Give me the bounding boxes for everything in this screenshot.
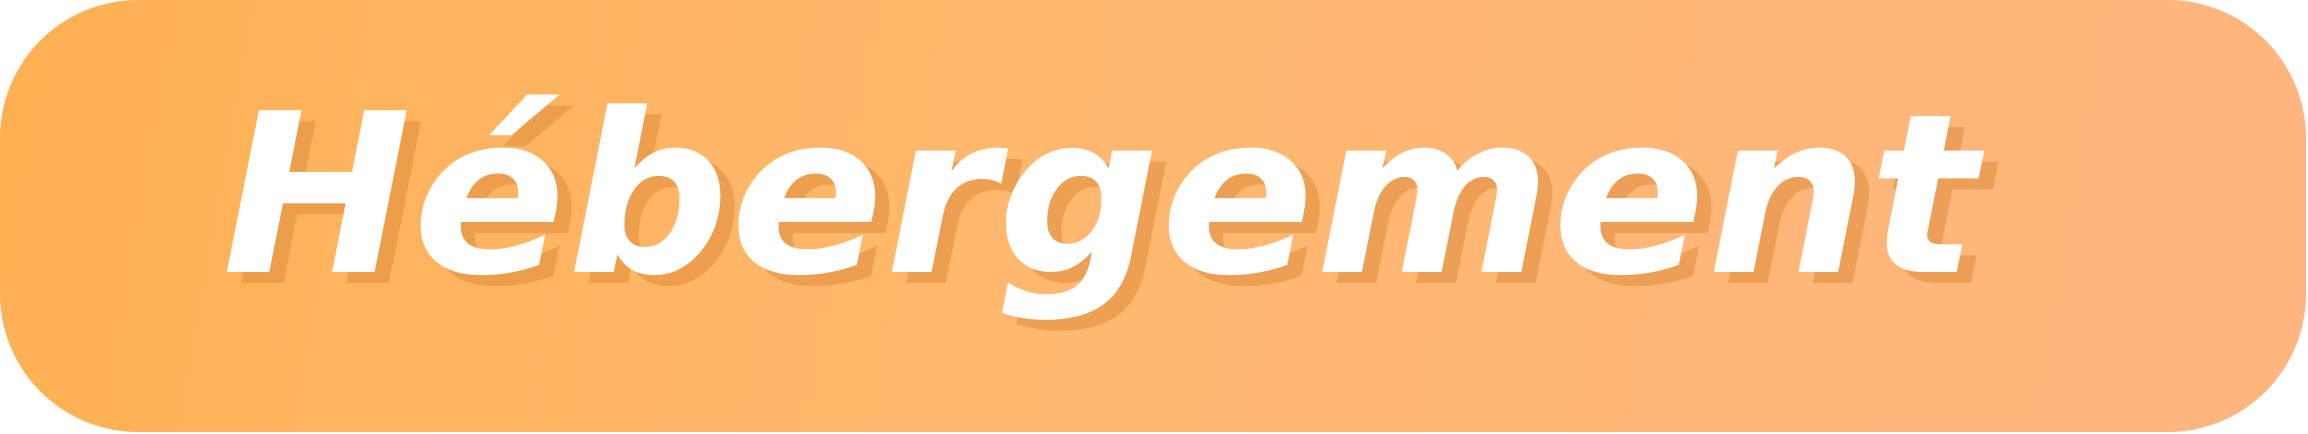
banner-title: Hébergement <box>222 67 1979 325</box>
